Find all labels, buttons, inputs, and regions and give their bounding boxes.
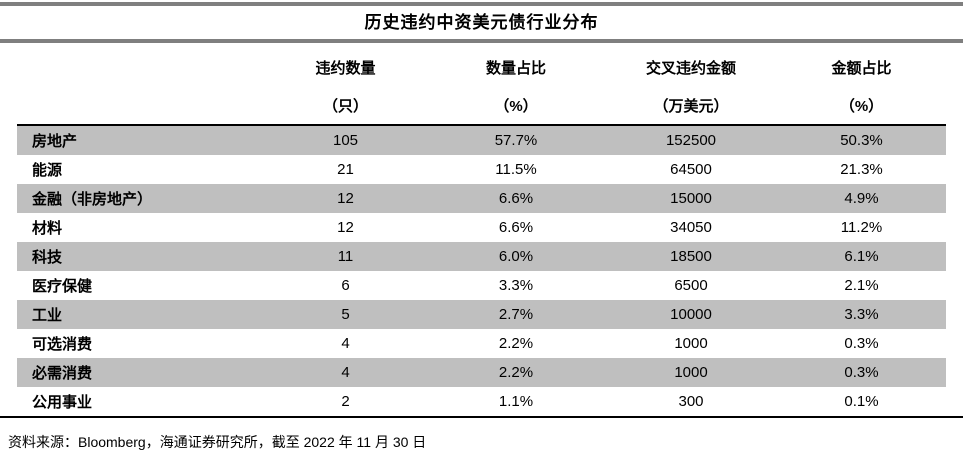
- top-divider-rule: [0, 2, 963, 6]
- count-cell: 12: [337, 190, 354, 207]
- industry-cell: 科技: [32, 249, 63, 266]
- industry-distribution-table: 违约数量 数量占比 交叉违约金额 金额占比 （只） （%） （万美元） （%） …: [17, 43, 946, 416]
- table-title: 历史违约中资美元债行业分布: [364, 13, 599, 32]
- count-pct-cell: 6.0%: [498, 248, 534, 265]
- industry-column-header-empty: [17, 43, 264, 86]
- amount-pct-cell: 0.3%: [844, 364, 879, 381]
- table-row: 科技 11 6.0% 18500 6.1%: [17, 242, 946, 271]
- table-row: 公用事业 2 1.1% 300 0.1%: [17, 387, 946, 416]
- amount-pct-cell: 0.3%: [844, 335, 879, 352]
- amount-cell: 1000: [674, 335, 708, 352]
- industry-cell: 能源: [32, 162, 63, 179]
- industry-column-unit-empty: [17, 86, 264, 126]
- count-pct-cell: 6.6%: [498, 219, 534, 236]
- amount-cell: 152500: [665, 132, 717, 149]
- amount-pct-cell: 4.9%: [844, 190, 879, 207]
- amount-cell: 10000: [670, 306, 712, 323]
- amount-pct-cell: 21.3%: [840, 161, 883, 178]
- amount-pct-cell: 50.3%: [840, 132, 883, 149]
- column-header-cross-default-amount: 交叉违约金额: [605, 43, 777, 86]
- industry-cell: 公用事业: [32, 394, 93, 411]
- amount-pct-cell: 11.2%: [840, 219, 883, 236]
- count-pct-cell: 3.3%: [498, 277, 534, 294]
- amount-cell: 1000: [674, 364, 708, 381]
- industry-cell: 金融（非房地产）: [32, 191, 153, 208]
- table-row: 可选消费 4 2.2% 1000 0.3%: [17, 329, 946, 358]
- count-cell: 21: [337, 161, 354, 178]
- column-unit-count: （只）: [264, 86, 427, 126]
- amount-pct-cell: 0.1%: [844, 393, 879, 410]
- count-pct-cell: 11.5%: [495, 161, 537, 178]
- table-bottom-border: [0, 416, 963, 418]
- amount-pct-cell: 3.3%: [844, 306, 879, 323]
- amount-cell: 18500: [670, 248, 712, 265]
- amount-cell: 15000: [670, 190, 712, 207]
- count-pct-cell: 2.7%: [498, 306, 534, 323]
- column-header-default-count: 违约数量: [264, 43, 427, 86]
- count-cell: 11: [337, 248, 354, 265]
- amount-pct-cell: 6.1%: [844, 248, 879, 265]
- table-header: 违约数量 数量占比 交叉违约金额 金额占比 （只） （%） （万美元） （%）: [17, 43, 946, 126]
- amount-cell: 300: [678, 393, 704, 410]
- count-cell: 2: [341, 393, 350, 410]
- header-label-row: 违约数量 数量占比 交叉违约金额 金额占比: [17, 43, 946, 86]
- source-note: 资料来源：Bloomberg，海通证券研究所，截至 2022 年 11 月 30…: [8, 434, 427, 450]
- column-header-count-share: 数量占比: [427, 43, 605, 86]
- count-cell: 4: [341, 364, 350, 381]
- count-pct-cell: 57.7%: [494, 132, 538, 149]
- table-row: 医疗保健 6 3.3% 6500 2.1%: [17, 271, 946, 300]
- table-row: 能源 21 11.5% 64500 21.3%: [17, 155, 946, 184]
- title-divider-rule: [0, 39, 963, 43]
- column-unit-count-share: （%）: [427, 86, 605, 126]
- industry-cell: 医疗保健: [32, 278, 93, 295]
- count-pct-cell: 1.1%: [498, 393, 534, 410]
- header-unit-row: （只） （%） （万美元） （%）: [17, 86, 946, 126]
- industry-cell: 材料: [32, 220, 63, 237]
- amount-cell: 34050: [670, 219, 712, 236]
- count-pct-cell: 2.2%: [498, 364, 534, 381]
- industry-cell: 必需消费: [32, 365, 93, 382]
- industry-table-body: 房地产 105 57.7% 152500 50.3% 能源 21 11.5% 64500 21.3…: [17, 125, 946, 416]
- amount-pct-cell: 2.1%: [844, 277, 879, 294]
- count-cell: 12: [337, 219, 354, 236]
- table-row: 工业 5 2.7% 10000 3.3%: [17, 300, 946, 329]
- table-row: 必需消费 4 2.2% 1000 0.3%: [17, 358, 946, 387]
- industry-cell: 工业: [32, 307, 63, 324]
- amount-cell: 6500: [674, 277, 708, 294]
- column-header-amount-share: 金额占比: [777, 43, 946, 86]
- table-row: 房地产 105 57.7% 152500 50.3%: [17, 125, 946, 155]
- column-unit-amount-share: （%）: [777, 86, 946, 126]
- count-cell: 105: [332, 132, 359, 149]
- count-cell: 6: [341, 277, 350, 294]
- table-row: 材料 12 6.6% 34050 11.2%: [17, 213, 946, 242]
- industry-cell: 可选消费: [32, 336, 93, 353]
- amount-cell: 64500: [670, 161, 712, 178]
- count-cell: 5: [341, 306, 350, 323]
- table-row: 金融（非房地产） 12 6.6% 15000 4.9%: [17, 184, 946, 213]
- count-pct-cell: 6.6%: [498, 190, 534, 207]
- column-unit-amount: （万美元）: [605, 86, 777, 126]
- industry-cell: 房地产: [32, 133, 78, 150]
- count-pct-cell: 2.2%: [498, 335, 534, 352]
- count-cell: 4: [341, 335, 350, 352]
